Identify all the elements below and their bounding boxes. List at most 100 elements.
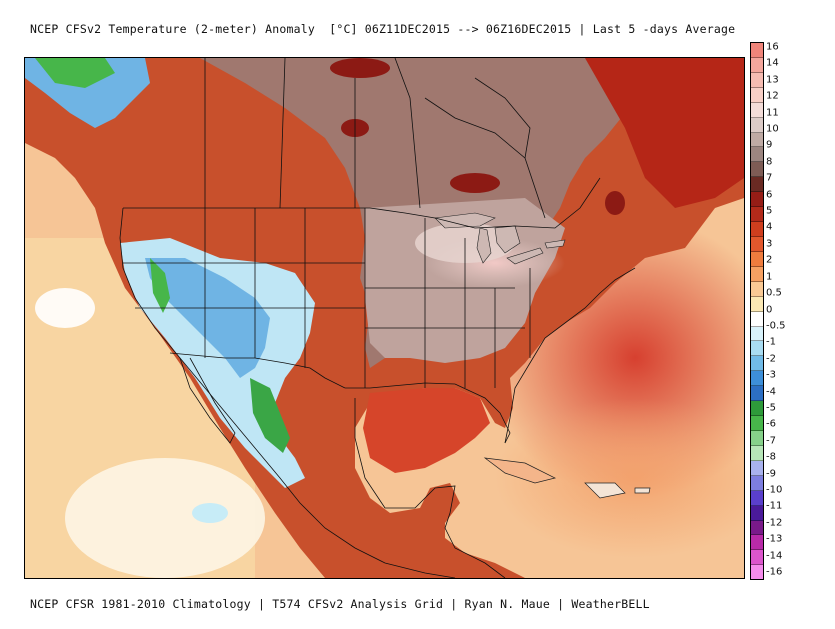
color-scale-label: -12 [766, 517, 783, 529]
color-scale-swatch [751, 43, 763, 58]
california-green [150, 258, 170, 313]
color-scale-label: 11 [766, 107, 779, 119]
color-scale-swatch [751, 192, 763, 208]
mexico-green-core [250, 378, 290, 453]
pacific-white-patch-2 [35, 288, 95, 328]
color-scale-swatch [751, 102, 763, 118]
color-scale-swatch [751, 565, 763, 580]
color-scale-label: -6 [766, 418, 776, 430]
color-scale-swatch [751, 326, 763, 342]
color-scale-swatch [751, 266, 763, 282]
color-scale-label: -4 [766, 386, 776, 398]
mexico-east-coast [354, 398, 506, 578]
color-scale-label: 7 [766, 172, 773, 184]
color-scale-label: 9 [766, 139, 773, 151]
color-scale-bar [750, 42, 764, 580]
color-scale-label: 1 [766, 271, 773, 283]
color-scale-swatch [751, 505, 763, 521]
color-scale-label: 4 [766, 221, 773, 233]
color-scale-label: 8 [766, 156, 773, 168]
color-scale-swatch [751, 236, 763, 252]
anomaly-map-svg [25, 58, 744, 578]
baja-california [179, 357, 236, 444]
color-scale-label: 6 [766, 189, 773, 201]
color-scale-swatch [751, 371, 763, 387]
color-scale-label: -1 [766, 336, 776, 348]
southwest-blue-core [145, 258, 270, 378]
color-scale-swatch [751, 117, 763, 133]
west-coast [119, 207, 456, 578]
color-scale-label: -13 [766, 533, 783, 545]
color-scale-swatch [751, 475, 763, 491]
color-scale-label: -11 [766, 500, 783, 512]
color-scale-swatch [751, 520, 763, 536]
color-scale-labels: 16 14 13 12 11 10 9 8 7 6 5 4 3 2 1 0.5 0 -0.5 -1 -2 -3 -4 -5 -… [766, 42, 826, 580]
color-scale-label: 3 [766, 238, 773, 250]
lake-superior [434, 212, 496, 229]
color-scale-label: -8 [766, 451, 776, 463]
canada-province-5 [524, 157, 546, 219]
color-scale-label: -3 [766, 369, 776, 381]
color-scale-swatch [751, 341, 763, 357]
color-scale-label: 16 [766, 41, 779, 53]
color-scale-swatch [751, 460, 763, 476]
anomaly-map [24, 57, 745, 579]
color-scale-label: 0.5 [766, 287, 782, 299]
color-scale-swatch [751, 87, 763, 103]
color-scale-label: 0 [766, 304, 773, 315]
color-scale-swatch [751, 550, 763, 566]
color-scale-swatch [751, 281, 763, 297]
color-scale-swatch [751, 296, 763, 312]
color-scale-swatch [751, 356, 763, 372]
color-scale-label: 13 [766, 74, 779, 86]
color-scale-swatch [751, 162, 763, 178]
cuba [483, 457, 557, 484]
atlantic-orange [495, 398, 744, 558]
color-scale-swatch [751, 445, 763, 461]
color-scale-label: 5 [766, 205, 773, 217]
canada-province-2 [279, 58, 286, 209]
color-scale-swatch [751, 401, 763, 417]
map-title: NCEP CFSv2 Temperature (2-meter) Anomaly… [30, 22, 736, 36]
color-scale-label: -2 [766, 353, 776, 365]
color-scale-label: -14 [766, 550, 783, 562]
color-scale-swatch [751, 57, 763, 73]
lake-erie [506, 247, 544, 265]
warm-pocket-north [330, 58, 390, 78]
northeast-canada-red [585, 58, 744, 208]
color-scale-label: -7 [766, 435, 776, 447]
east-coast [504, 267, 636, 444]
gulf-of-mexico [363, 388, 490, 473]
color-scale-swatch [751, 535, 763, 551]
color-scale-label: -0.5 [766, 320, 786, 332]
gulf-coast [345, 382, 511, 444]
color-scale-swatch [751, 430, 763, 446]
pacific-white-patch [65, 458, 265, 578]
color-scale-label: -9 [766, 468, 776, 480]
color-scale-label: 2 [766, 254, 773, 266]
us-mexico-border [169, 352, 346, 389]
color-scale-label: -10 [766, 484, 783, 496]
color-scale-swatch [751, 207, 763, 223]
color-scale-swatch [751, 177, 763, 193]
lake-michigan [476, 227, 492, 264]
color-scale-label: 10 [766, 123, 779, 135]
warm-pocket-quebec [605, 191, 625, 215]
color-scale-swatch [751, 251, 763, 267]
color-scale-swatch [751, 490, 763, 506]
warm-pocket-hudson [450, 173, 500, 193]
us-canada-border [123, 177, 601, 229]
color-scale-swatch [751, 416, 763, 431]
color-scale-label: -5 [766, 402, 776, 414]
canada-province-4 [394, 58, 421, 209]
color-scale-label: -16 [766, 566, 783, 578]
color-scale-label: 14 [766, 57, 779, 69]
color-scale-swatch [751, 386, 763, 402]
color-scale-swatch [751, 222, 763, 237]
pacific-lightblue-patch [192, 503, 228, 523]
color-scale-label: 12 [766, 90, 779, 102]
lake-ontario [544, 239, 566, 249]
alaska-green [35, 58, 115, 88]
political-boundaries [119, 58, 636, 578]
color-scale-swatch [751, 311, 763, 327]
